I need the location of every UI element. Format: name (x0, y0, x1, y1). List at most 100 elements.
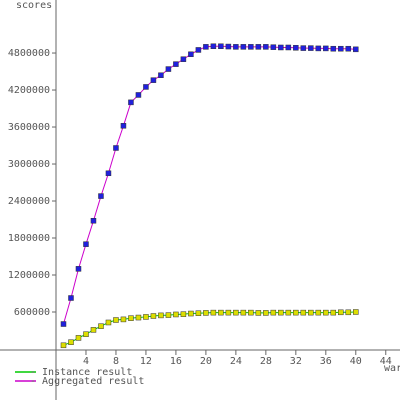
point (210, 43, 217, 49)
point (255, 310, 262, 316)
y-tick-label: 1800000 (8, 233, 50, 244)
point (323, 45, 329, 52)
point (218, 309, 224, 316)
point (68, 295, 74, 301)
point (60, 342, 67, 349)
point (90, 217, 97, 224)
point (323, 309, 329, 316)
y-tick-label: 4200000 (8, 85, 50, 96)
point (308, 309, 314, 316)
x-tick-label: 20 (200, 356, 212, 367)
x-axis-label: war (384, 363, 400, 374)
point (105, 319, 112, 326)
point (105, 170, 112, 177)
point (285, 309, 292, 316)
point (195, 47, 202, 53)
point (203, 310, 209, 316)
point (218, 43, 224, 49)
point (300, 45, 307, 51)
point (143, 314, 149, 320)
y-axis-label: scores (16, 0, 52, 11)
legend-label: - Aggregated result (30, 376, 144, 387)
point (75, 335, 82, 341)
point (128, 99, 134, 106)
point (285, 44, 292, 51)
legend-label: - Instance result (30, 367, 132, 378)
point (158, 312, 164, 319)
point (98, 323, 104, 329)
x-tick-label: 12 (140, 356, 152, 367)
point (98, 193, 104, 199)
point (90, 327, 97, 333)
point (293, 45, 299, 51)
x-tick-label: 16 (170, 356, 182, 367)
y-tick-label: 2400000 (8, 196, 50, 207)
point (173, 311, 179, 318)
point (188, 51, 194, 58)
point (120, 316, 127, 323)
point (345, 309, 352, 316)
point (345, 45, 352, 52)
point (270, 309, 277, 316)
y-tick-label: 1200000 (8, 270, 50, 281)
point (315, 309, 322, 316)
point (83, 241, 89, 247)
point (248, 309, 254, 316)
point (120, 123, 127, 129)
point (180, 311, 187, 317)
y-tick-label: 600000 (14, 307, 50, 318)
point (188, 310, 194, 317)
point (180, 56, 187, 62)
point (165, 312, 172, 318)
point (330, 309, 337, 316)
x-tick-label: 32 (290, 356, 302, 367)
x-tick-label: 44 (380, 356, 392, 367)
point (128, 315, 134, 321)
point (135, 314, 142, 321)
x-tick-label: 24 (230, 356, 242, 367)
point (150, 313, 157, 319)
point (338, 45, 344, 52)
series-line (63, 311, 356, 346)
point (225, 309, 232, 316)
point (278, 309, 284, 316)
point (60, 321, 67, 327)
x-tick-label: 4 (83, 356, 89, 367)
point (330, 45, 337, 52)
x-tick-label: 28 (260, 356, 272, 367)
point (353, 46, 359, 53)
point (233, 309, 239, 316)
x-tick-label: 36 (320, 356, 332, 367)
point (240, 44, 247, 50)
point (68, 339, 74, 345)
point (293, 309, 299, 316)
x-tick-label: 40 (350, 356, 362, 367)
point (248, 44, 254, 50)
point (233, 44, 239, 50)
point (300, 309, 307, 316)
point (308, 45, 314, 51)
point (338, 309, 344, 316)
series-line (63, 45, 356, 325)
y-tick-label: 4800000 (8, 48, 50, 59)
point (225, 43, 232, 50)
point (135, 92, 142, 98)
point (113, 145, 119, 151)
point (315, 45, 322, 52)
point (353, 309, 359, 315)
point (143, 84, 149, 90)
point (165, 66, 172, 72)
point (113, 317, 119, 323)
point (270, 44, 277, 50)
point (210, 309, 217, 316)
point (83, 331, 89, 337)
point (203, 44, 209, 50)
x-tick-label: 8 (113, 356, 119, 367)
point (255, 44, 262, 50)
point (75, 266, 82, 272)
point (240, 309, 247, 316)
y-tick-label: 3600000 (8, 122, 50, 133)
point (150, 77, 157, 83)
point (158, 72, 164, 78)
